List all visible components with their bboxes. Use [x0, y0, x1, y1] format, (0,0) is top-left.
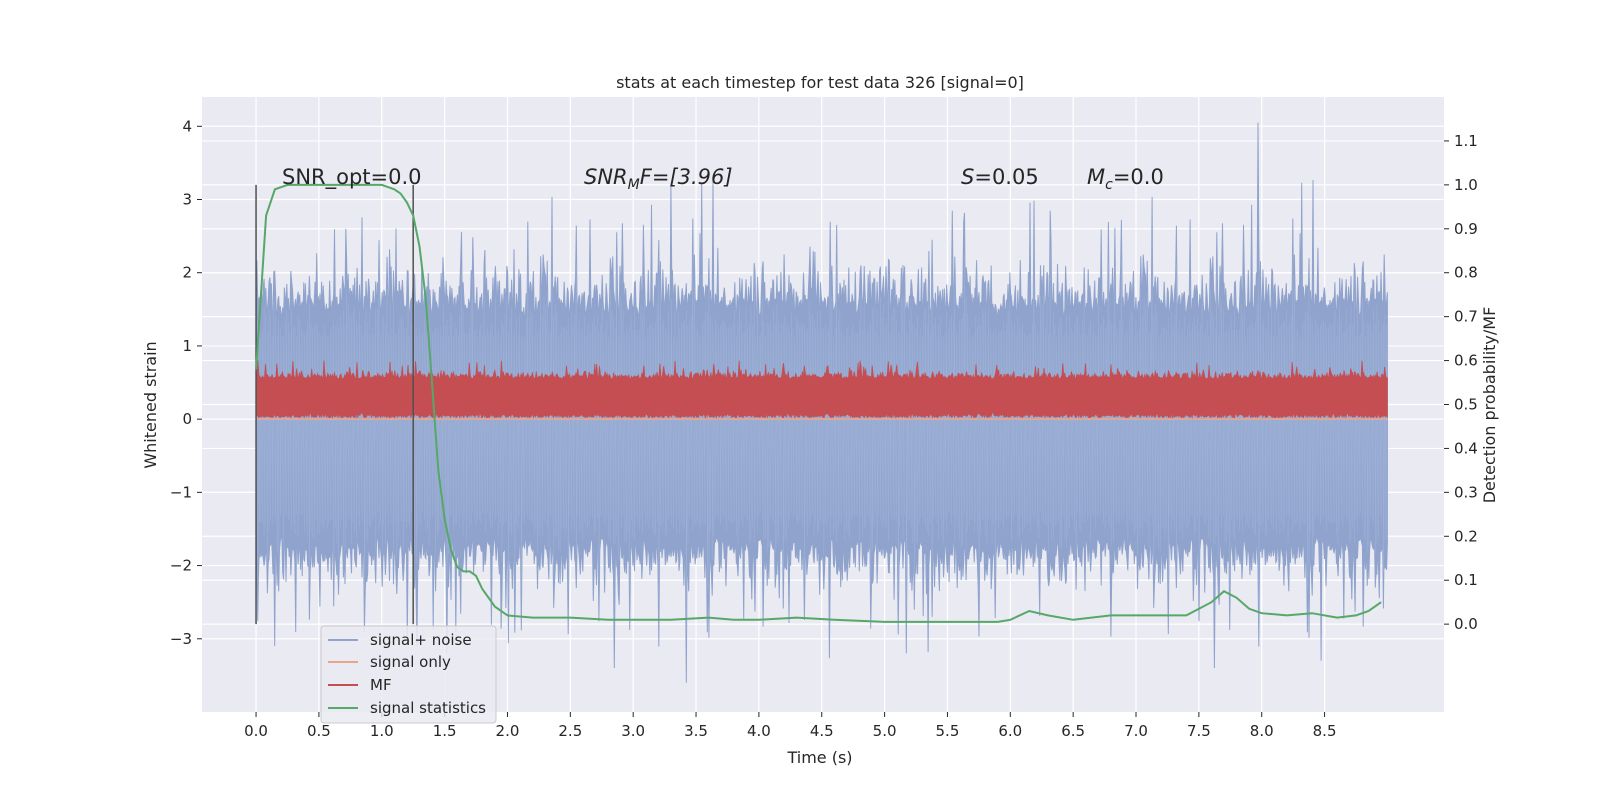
x-tick-label: 5.5	[936, 722, 960, 740]
y-tick-label: −1	[170, 483, 192, 501]
annotation-s-rest: =0.05	[974, 165, 1038, 189]
x-tick-label: 4.5	[810, 722, 834, 740]
x-tick-label: 7.0	[1124, 722, 1148, 740]
y-tick-label: −3	[170, 630, 192, 648]
y-tick-label: 2	[182, 264, 192, 282]
x-tick-label: 1.0	[370, 722, 394, 740]
legend-label-signal-statistics: signal statistics	[370, 699, 486, 717]
x-tick-label: 6.5	[1061, 722, 1085, 740]
annotation-mc-sub: c	[1105, 177, 1113, 193]
series-mf	[255, 360, 1388, 420]
mf-band	[255, 360, 1388, 420]
annotation-snr-mf-rest: F=[3.96]	[640, 165, 733, 189]
y-right-tick-label: 0.7	[1454, 308, 1478, 326]
annotation-snr-mf: SNRMF=[3.96]	[584, 165, 733, 193]
x-tick-label: 3.5	[684, 722, 708, 740]
y-right-tick-label: 0.1	[1454, 571, 1478, 589]
y-right-tick-label: 0.0	[1454, 615, 1478, 633]
x-tick-label: 4.0	[747, 722, 771, 740]
signal-statistics-line	[255, 183, 1382, 623]
signal-noise-trace	[255, 241, 1387, 631]
x-tick-label: 5.0	[873, 722, 897, 740]
y-tick-label: −2	[170, 557, 192, 575]
x-tick-label: 2.0	[496, 722, 520, 740]
legend: signal+ noise signal only MF signal stat…	[320, 625, 497, 724]
y-axis-label: Whitened strain	[141, 341, 160, 468]
y-right-tick-label: 0.6	[1454, 352, 1478, 370]
y-tick-label: 1	[182, 337, 192, 355]
legend-label-signal-noise: signal+ noise	[370, 631, 472, 649]
x-tick-label: 8.5	[1313, 722, 1337, 740]
x-tick-label: 6.0	[998, 722, 1022, 740]
y-tick-label: 0	[182, 410, 192, 428]
x-tick-label: 0.5	[307, 722, 331, 740]
x-tick-label: 0.0	[244, 722, 268, 740]
y-right-tick-label: 0.9	[1454, 220, 1478, 238]
annotation-s: S=0.05	[961, 165, 1039, 189]
y-axis-right-label: Detection probability/MF	[1480, 307, 1499, 504]
x-tick-label: 3.0	[621, 722, 645, 740]
annotation-mc-rest: =0.0	[1113, 165, 1164, 189]
y-right-tick-label: 0.4	[1454, 439, 1478, 457]
vertical-markers	[255, 184, 414, 625]
x-tick-label: 1.5	[433, 722, 457, 740]
x-axis-label: Time (s)	[786, 748, 852, 767]
annotation-mc-main: M	[1087, 165, 1105, 189]
chart-title: stats at each timestep for test data 326…	[616, 73, 1024, 92]
y-right-tick-label: 1.1	[1454, 132, 1478, 150]
y-right-tick-label: 0.2	[1454, 527, 1478, 545]
x-tick-label: 7.5	[1187, 722, 1211, 740]
legend-box	[320, 625, 497, 724]
legend-label-mf: MF	[370, 676, 392, 694]
legend-label-signal-only: signal only	[370, 653, 451, 671]
annotation-mc: Mc=0.0	[1087, 165, 1164, 193]
x-tick-label: 2.5	[558, 722, 582, 740]
y-right-tick-label: 0.3	[1454, 483, 1478, 501]
annotation-snr-opt: SNR_opt=0.0	[282, 165, 422, 190]
y-right-tick-label: 0.5	[1454, 396, 1478, 414]
annotation-snr-mf-main: SNR	[584, 165, 628, 189]
x-tick-label: 8.0	[1250, 722, 1274, 740]
y-tick-label: 3	[182, 191, 192, 209]
y-tick-label: 4	[182, 117, 192, 135]
annotation-s-main: S	[961, 165, 974, 189]
series-signal-statistics	[255, 183, 1382, 623]
annotation-snr-mf-sub: M	[628, 177, 640, 193]
y-right-tick-label: 0.8	[1454, 264, 1478, 282]
ticks: 0.0 0.5 1.0 1.5 2.0 2.5 3.0 3.5 4.0 4.5 5.0 5.5 6.0 6…	[170, 117, 1478, 740]
y-right-tick-label: 1.0	[1454, 176, 1478, 194]
